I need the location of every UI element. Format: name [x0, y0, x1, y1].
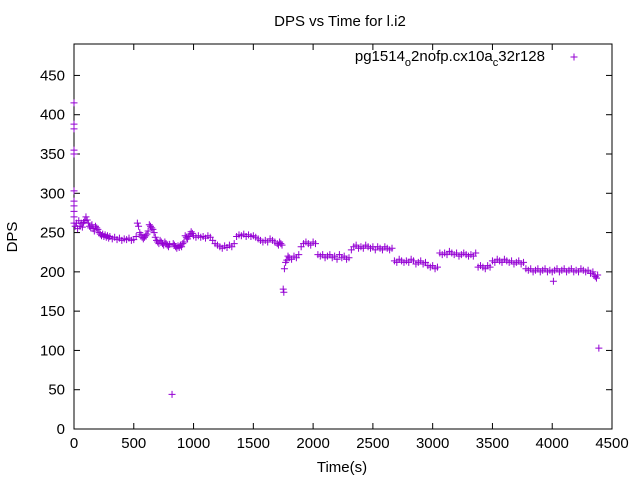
data-point: [592, 274, 600, 282]
data-point: [295, 251, 303, 259]
data-point: [279, 285, 287, 293]
x-tick-label: 4000: [536, 435, 569, 452]
plot-border: [73, 43, 613, 430]
data-point: [178, 243, 186, 251]
data-point: [280, 288, 288, 296]
data-point: [284, 252, 292, 260]
data-point: [594, 271, 602, 279]
data-point: [94, 225, 102, 233]
data-point: [84, 219, 92, 227]
legend-label-part: 2nofp.cx10a: [411, 48, 493, 65]
data-point: [277, 240, 285, 248]
data-point: [88, 221, 96, 229]
data-point: [70, 125, 78, 133]
data-point: [83, 216, 91, 224]
data-point: [520, 258, 528, 266]
data-point: [433, 263, 441, 271]
data-point: [180, 238, 188, 246]
y-tick-label: 400: [40, 107, 65, 124]
x-tick-label: 1000: [177, 435, 210, 452]
y-tick-label: 250: [40, 225, 65, 242]
data-point: [148, 224, 156, 232]
data-point: [187, 228, 195, 236]
data-point: [70, 187, 78, 195]
data-point: [144, 227, 152, 235]
data-point: [143, 230, 151, 238]
data-point: [280, 265, 288, 273]
y-tick-label: 300: [40, 185, 65, 202]
y-axis-label: DPS: [4, 222, 21, 253]
x-axis-ticks: 0 500 1000 1500 2000 2500 3000 3500 4000 4500: [70, 44, 629, 452]
legend: pg1514o2nofp.cx10ac32r128: [355, 48, 578, 69]
data-point: [151, 233, 159, 241]
x-tick-label: 1500: [237, 435, 270, 452]
y-tick-label: 100: [40, 342, 65, 359]
data-point: [70, 150, 78, 158]
data-points: [70, 99, 603, 398]
data-point: [105, 234, 113, 242]
x-tick-label: 500: [121, 435, 146, 452]
y-axis-ticks: 0 50 100 150 200 250 300 350 400 450: [40, 67, 612, 438]
data-point: [80, 218, 88, 226]
y-tick-label: 200: [40, 264, 65, 281]
x-tick-label: 3000: [416, 435, 449, 452]
legend-label-part: 32r128: [498, 48, 545, 65]
y-tick-label: 350: [40, 146, 65, 163]
data-point: [93, 224, 101, 232]
legend-marker: [570, 53, 578, 61]
y-tick-label: 50: [48, 382, 65, 399]
data-point: [486, 263, 494, 271]
legend-marker-symbol: [570, 53, 578, 61]
chart-title: DPS vs Time for l.i2: [274, 13, 406, 30]
data-point: [135, 222, 143, 230]
data-point: [595, 344, 603, 352]
legend-label-part: pg1514: [355, 48, 405, 65]
y-tick-label: 450: [40, 67, 65, 84]
data-point: [149, 225, 157, 233]
data-point: [230, 240, 238, 248]
data-point: [278, 241, 286, 249]
data-point: [166, 240, 174, 248]
legend-label: pg1514o2nofp.cx10ac32r128: [355, 48, 545, 69]
data-point: [333, 255, 341, 263]
data-point: [472, 249, 480, 257]
x-tick-label: 2000: [296, 435, 329, 452]
data-point: [132, 233, 140, 240]
x-tick-label: 3500: [476, 435, 509, 452]
y-tick-label: 150: [40, 303, 65, 320]
x-tick-label: 4500: [595, 435, 628, 452]
data-point: [78, 223, 86, 231]
data-point: [168, 390, 176, 398]
data-point: [179, 240, 187, 248]
data-point: [142, 232, 150, 240]
data-point: [82, 213, 90, 221]
x-tick-label: 2500: [356, 435, 389, 452]
data-point: [312, 240, 320, 248]
data-point: [70, 213, 78, 221]
legend-label-subscript: c: [493, 57, 499, 69]
data-point: [549, 277, 557, 285]
data-point: [388, 244, 396, 252]
y-tick-label: 0: [57, 421, 65, 438]
data-point: [70, 99, 78, 107]
data-point: [345, 254, 353, 262]
x-tick-label: 0: [70, 435, 78, 452]
data-point: [133, 219, 141, 227]
data-point: [589, 268, 597, 276]
x-axis-label: Time(s): [317, 459, 367, 476]
legend-label-subscript: o: [405, 57, 411, 69]
data-point: [150, 229, 158, 237]
